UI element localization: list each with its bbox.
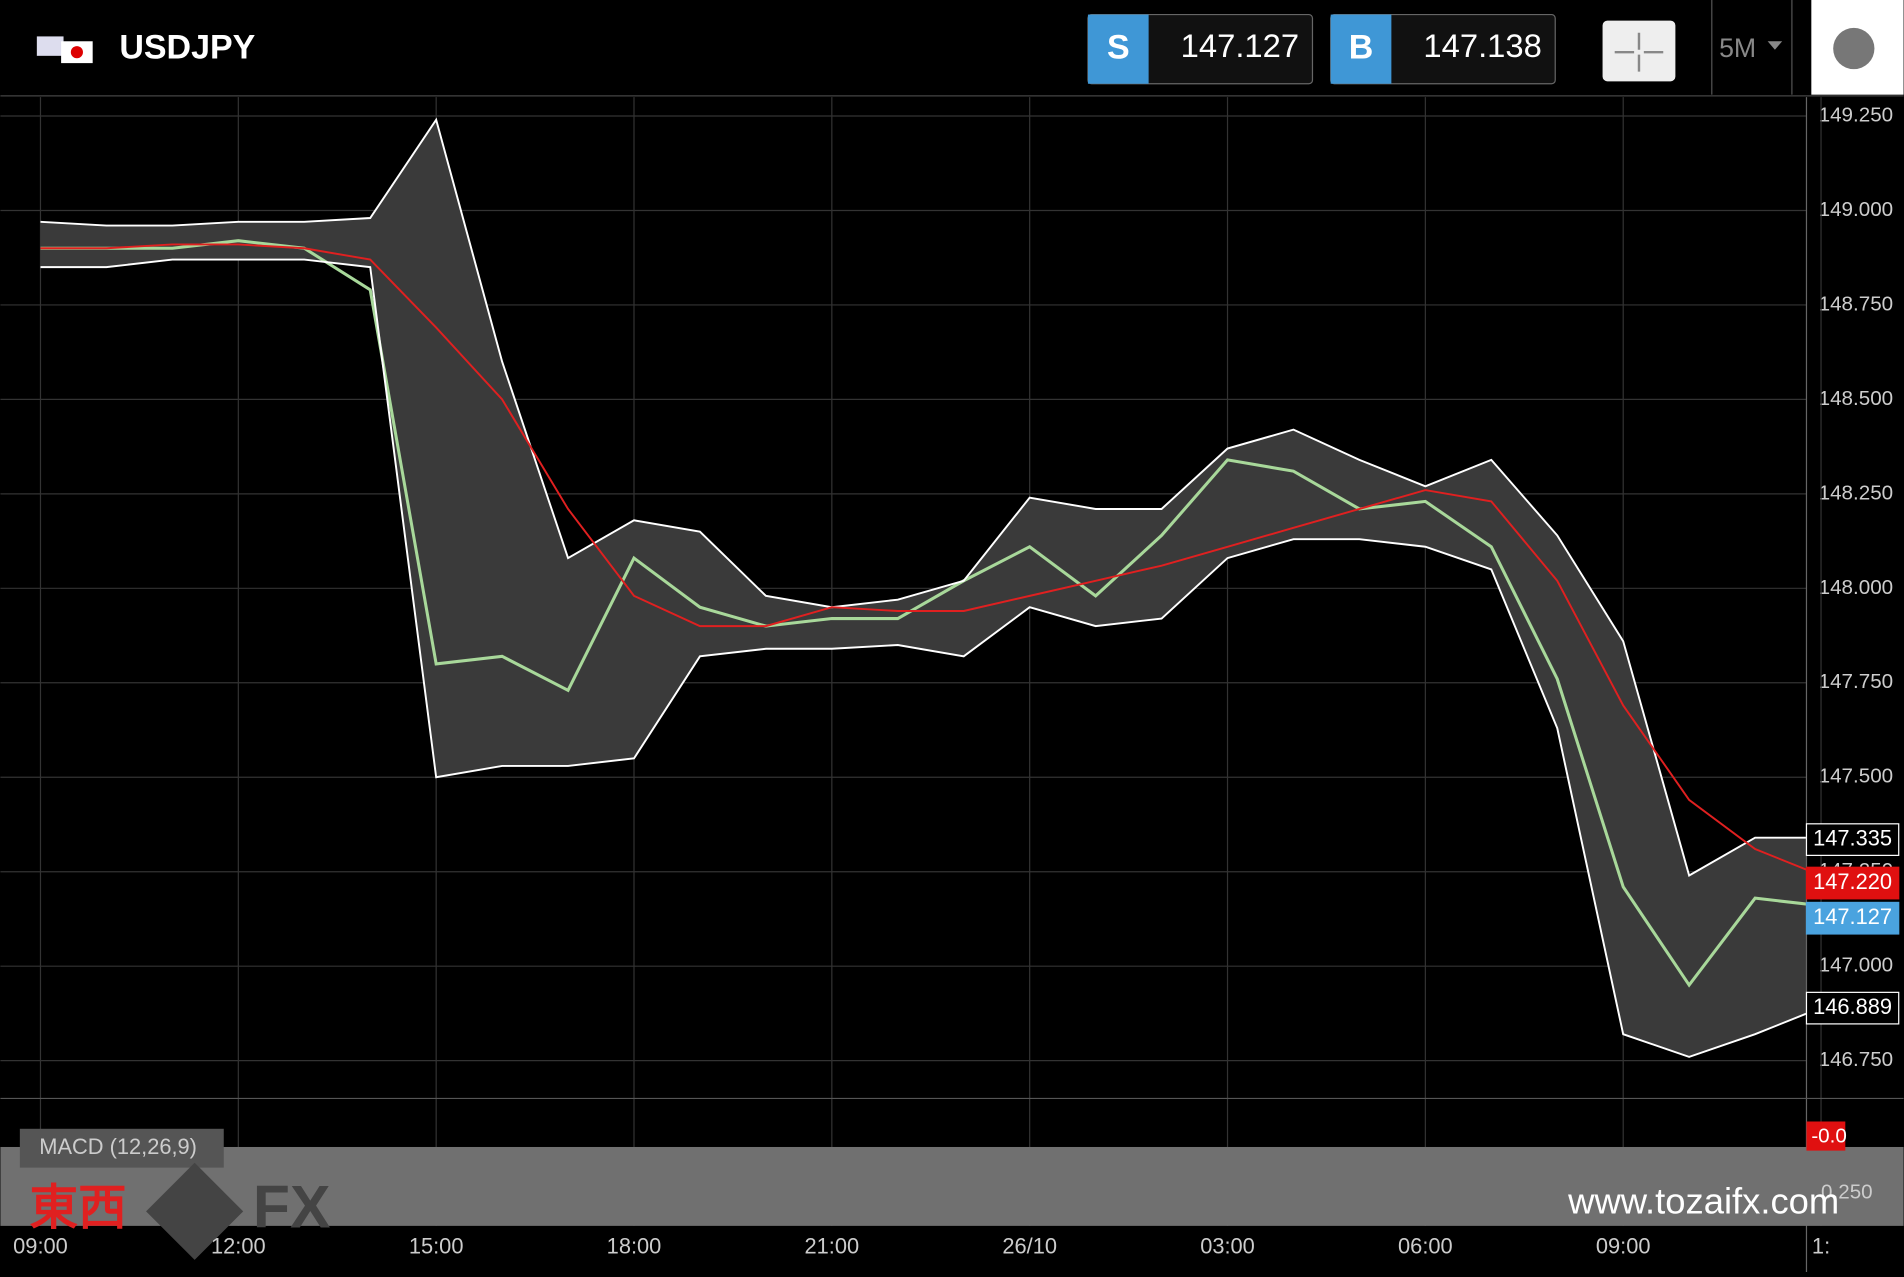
y-tick-label: 149.000 <box>1819 198 1894 221</box>
price-tag-label: 147.335 <box>1813 825 1892 850</box>
crosshair-icon[interactable] <box>1614 32 1664 72</box>
buy-price[interactable]: 147.138 <box>1423 27 1541 64</box>
macd-value-tag <box>1806 1121 1846 1151</box>
macd-label-box <box>19 1128 224 1168</box>
watermark-url: www.tozaifx.com <box>1567 1181 1839 1222</box>
y-tick-label: 148.000 <box>1819 576 1894 599</box>
series-line <box>40 239 1807 988</box>
y-tick-label: 148.750 <box>1819 292 1894 315</box>
price-tag-label: 147.220 <box>1813 869 1892 894</box>
watermark-brand: 東西 <box>30 1181 127 1235</box>
buy-button[interactable]: B 147.138 <box>1330 13 1556 85</box>
timeframe[interactable]: 5M <box>1719 33 1756 63</box>
price-tag <box>1805 866 1900 900</box>
crosshair-button[interactable] <box>1602 20 1676 82</box>
sell-button[interactable]: S 147.127 <box>1087 13 1314 85</box>
x-tick-label: 03:00 <box>1200 1233 1255 1258</box>
watermark: 東西 FX www.tozaifx.com <box>30 1162 1839 1260</box>
buy-tag[interactable] <box>1330 14 1392 84</box>
series-line <box>40 258 1807 1058</box>
price-tag <box>1805 823 1900 856</box>
x-tick-label: 12:00 <box>211 1233 266 1258</box>
band-fill <box>40 119 1807 1057</box>
x-axis: 09:00 12:00 15:00 18:00 21:00 26/10 03:00 06:00… <box>13 1233 1830 1258</box>
series-line <box>40 117 1807 877</box>
macd-panel: MACD (12,26,9) -0.0 0.250 <box>0 1121 1904 1226</box>
symbol: USDJPY <box>119 29 255 67</box>
y-tick-label: 147.000 <box>1819 954 1894 977</box>
y-tick-label: 148.250 <box>1819 481 1894 504</box>
flag-jp-dot <box>70 46 83 59</box>
price-tag-label: 146.889 <box>1813 994 1892 1019</box>
x-tick-label: 09:00 <box>1596 1233 1651 1258</box>
y-tick-label: 147.750 <box>1819 670 1894 693</box>
crosshair-box[interactable] <box>1602 20 1676 82</box>
x-tick-label: 06:00 <box>1398 1233 1453 1258</box>
x-tick-label: 26/10 <box>1002 1233 1057 1258</box>
sell-price[interactable]: 147.127 <box>1181 27 1299 64</box>
price-tag <box>1805 991 1900 1025</box>
sell-label[interactable]: S <box>1107 29 1130 67</box>
flag-us <box>36 36 64 56</box>
watermark-fx: FX <box>253 1172 331 1240</box>
grid: 146.750147.000147.250147.500147.750148.0… <box>0 97 1893 1226</box>
sell-tag[interactable] <box>1087 14 1149 84</box>
y-tick-label: 148.500 <box>1819 387 1894 410</box>
top-bar: USDJPY S 147.127 B 147.138 5M <box>0 0 1904 97</box>
y-tick-label: 149.250 <box>1819 103 1894 126</box>
x-tick-label: 21:00 <box>805 1233 860 1258</box>
macd-label: MACD (12,26,9) <box>39 1134 197 1159</box>
macd-tick: 0.250 <box>1821 1181 1873 1204</box>
price-tag <box>1805 901 1900 935</box>
x-tick-label: 18:00 <box>607 1233 662 1258</box>
x-tick-label: 15:00 <box>409 1233 464 1258</box>
buy-label[interactable]: B <box>1349 29 1374 67</box>
x-tick-label: 1: <box>1812 1233 1830 1258</box>
dropdown-arrow[interactable] <box>1767 41 1783 50</box>
series-line <box>40 243 1807 871</box>
price-tag-label: 147.127 <box>1813 904 1892 929</box>
plot <box>40 117 1807 1058</box>
x-tick-label: 09:00 <box>13 1233 68 1258</box>
settings-icon[interactable] <box>1833 27 1875 70</box>
macd-value: -0.0 <box>1811 1125 1847 1148</box>
y-tick-label: 147.500 <box>1819 765 1894 788</box>
watermark-logo <box>146 1162 244 1260</box>
y-tick-label: 146.750 <box>1819 1048 1894 1071</box>
watermark-band <box>0 1146 1904 1226</box>
